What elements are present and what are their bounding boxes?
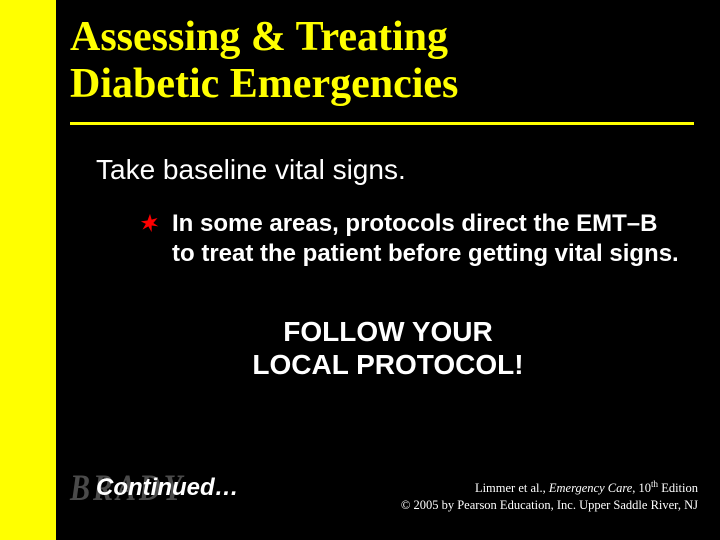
slide-title: Assessing & Treating Diabetic Emergencie… [56,0,720,116]
citation-authors: Limmer et al. [475,481,543,495]
citation-line-2: © 2005 by Pearson Education, Inc. Upper … [401,497,698,514]
citation-block: Limmer et al., Emergency Care, 10th Edit… [401,478,698,514]
citation-line-1: Limmer et al., Emergency Care, 10th Edit… [401,478,698,497]
slide-content: Assessing & Treating Diabetic Emergencie… [56,0,720,540]
callout-line-1: FOLLOW YOUR [283,316,492,347]
callout-line-2: LOCAL PROTOCOL! [252,349,523,380]
lead-text: Take baseline vital signs. [96,153,680,187]
title-line-1: Assessing & Treating [70,14,448,60]
accent-sidebar [0,0,56,540]
slide-body: Take baseline vital signs. In some areas… [56,125,720,382]
citation-book: Emergency Care [549,481,632,495]
citation-edition: 10th Edition [639,481,698,495]
callout: FOLLOW YOUR LOCAL PROTOCOL! [96,315,680,382]
burst-icon [140,213,160,238]
title-line-2: Diabetic Emergencies [70,61,458,107]
bullet-text: In some areas, protocols direct the EMT–… [172,209,680,269]
bullet-item: In some areas, protocols direct the EMT–… [96,209,680,269]
continued-label: Continued… [96,474,239,502]
